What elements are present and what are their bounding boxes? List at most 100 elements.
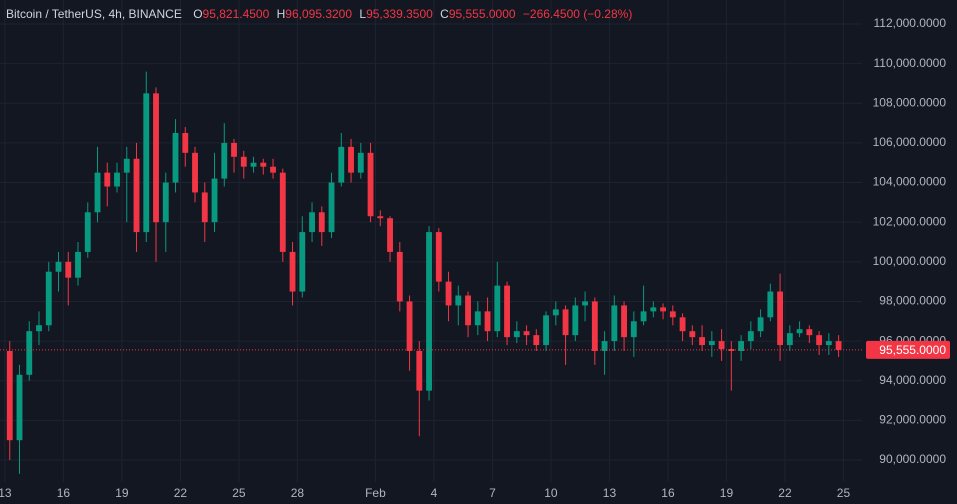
x-tick-label: 10: [544, 486, 558, 500]
candle-body: [231, 142, 237, 157]
candle-body: [835, 341, 842, 350]
low-key: L: [359, 7, 366, 21]
candle-body: [6, 351, 13, 441]
candle-body: [289, 251, 296, 292]
candle-body: [435, 232, 442, 282]
candles: [0, 71, 862, 474]
candle-body: [650, 307, 657, 312]
candle-body: [426, 232, 432, 391]
candle-body: [94, 172, 101, 213]
x-tick-label: 19: [115, 486, 129, 500]
candle-body: [114, 172, 120, 187]
candle-body: [396, 251, 403, 302]
x-tick-label: 7: [489, 486, 496, 500]
candle-body: [357, 152, 364, 173]
candle-body: [192, 152, 198, 193]
candle-body: [318, 212, 325, 233]
candle-body: [26, 331, 33, 375]
last-price-label: 95,555.0000: [879, 343, 946, 357]
candle-body: [182, 133, 189, 153]
candle-body: [45, 271, 52, 326]
candle-body: [36, 325, 42, 332]
x-tick-label: Feb: [365, 486, 386, 500]
y-tick-label: 106,000.0000: [873, 135, 947, 149]
y-tick-label: 112,000.0000: [873, 16, 946, 30]
candle-body: [767, 291, 774, 318]
x-tick-label: 25: [837, 486, 851, 500]
candle-body: [611, 305, 618, 342]
x-tick-label: 13: [0, 486, 12, 500]
candle-body: [123, 158, 130, 173]
candle-body: [757, 317, 764, 332]
close-value: 95,555.0000: [449, 7, 516, 21]
close-key: C: [440, 7, 449, 21]
candle-body: [445, 281, 452, 306]
candle-body: [806, 329, 813, 336]
candle-body: [796, 329, 803, 334]
candle-body: [747, 331, 754, 342]
candle-body: [513, 331, 520, 338]
candle-body: [211, 178, 218, 223]
candle-body: [679, 317, 686, 332]
candle-body: [728, 349, 735, 352]
y-tick-label: 108,000.0000: [873, 95, 947, 109]
candle-body: [825, 341, 832, 346]
candle-body: [582, 301, 588, 306]
y-tick-label: 98,000.0000: [879, 294, 946, 308]
candle-body: [562, 309, 569, 336]
candle-body: [406, 301, 413, 352]
candle-body: [533, 335, 540, 346]
x-tick-label: 22: [174, 486, 188, 500]
candle-body: [416, 351, 423, 391]
y-tick-label: 92,000.0000: [879, 413, 946, 427]
x-tick-label: 19: [720, 486, 734, 500]
candle-body: [338, 146, 345, 183]
candle-body: [640, 311, 647, 322]
candle-body: [162, 182, 169, 223]
candle-body: [16, 374, 23, 441]
candle-body: [143, 93, 150, 233]
candle-body: [484, 311, 491, 332]
high-key: H: [277, 7, 286, 21]
candle-body: [630, 321, 637, 338]
x-tick-label: 28: [291, 486, 305, 500]
chart-header: Bitcoin / TetherUS, 4h, BINANCE O95,821.…: [6, 7, 632, 21]
candle-body: [55, 261, 62, 272]
candle-body: [377, 216, 384, 219]
candle-body: [523, 331, 530, 336]
candle-body: [367, 152, 374, 217]
x-tick-label: 22: [778, 486, 792, 500]
y-tick-label: 90,000.0000: [879, 452, 946, 466]
candle-body: [299, 232, 306, 292]
candle-body: [621, 305, 627, 338]
candle-body: [133, 158, 140, 233]
candle-body: [699, 337, 706, 346]
x-tick-label: 4: [431, 486, 438, 500]
candle-body: [65, 261, 72, 278]
candle-body: [328, 182, 335, 233]
candle-body: [572, 305, 579, 336]
candle-body: [387, 218, 393, 252]
candle-body: [738, 341, 745, 352]
candle-body: [270, 166, 276, 173]
x-tick-label: 25: [232, 486, 246, 500]
candle-body: [601, 341, 608, 352]
candle-body: [543, 315, 549, 346]
y-tick-label: 100,000.0000: [873, 254, 947, 268]
x-tick-label: 16: [661, 486, 675, 500]
candle-body: [465, 295, 471, 326]
candle-body: [669, 311, 676, 318]
candle-body: [260, 162, 267, 167]
symbol: Bitcoin / TetherUS, 4h, BINANCE: [6, 7, 182, 21]
change: −266.4500 (−0.28%): [523, 7, 632, 21]
candle-body: [689, 331, 696, 338]
candle-body: [172, 133, 179, 183]
candle-body: [153, 93, 159, 223]
candle-body: [240, 156, 247, 167]
candle-body: [201, 192, 208, 223]
x-tick-label: 13: [603, 486, 617, 500]
y-tick-label: 104,000.0000: [873, 175, 947, 189]
